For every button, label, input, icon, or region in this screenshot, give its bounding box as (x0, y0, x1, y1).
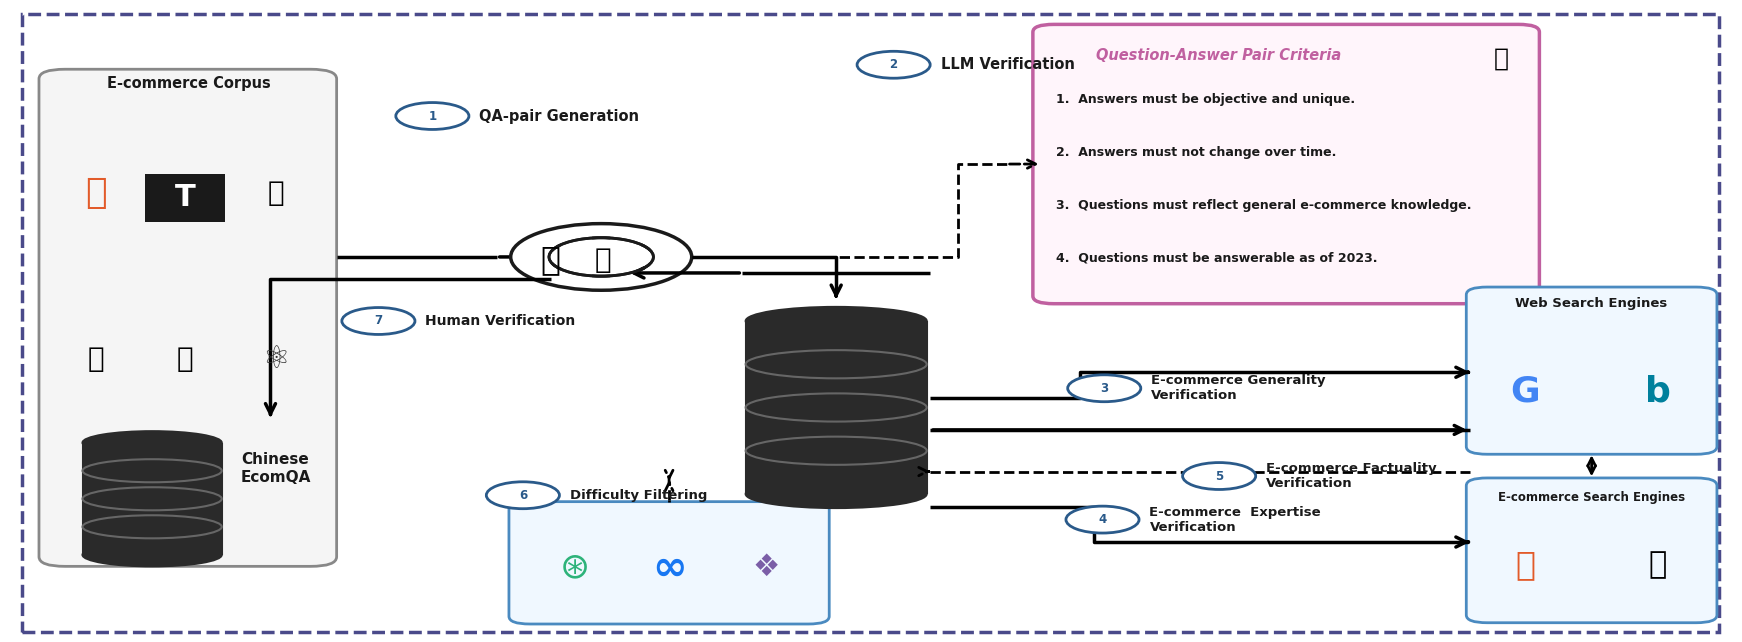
Text: ❖: ❖ (753, 553, 780, 582)
Text: E-commerce Corpus: E-commerce Corpus (106, 76, 270, 91)
Text: T: T (174, 183, 195, 212)
Text: E-commerce  Expertise
Verification: E-commerce Expertise Verification (1150, 506, 1320, 534)
Text: Human Verification: Human Verification (425, 314, 575, 328)
FancyBboxPatch shape (1467, 287, 1718, 455)
Text: 📚: 📚 (178, 345, 193, 374)
Text: ⚛: ⚛ (261, 345, 289, 374)
Circle shape (395, 103, 469, 130)
Text: Difficulty Filtering: Difficulty Filtering (570, 489, 707, 502)
Text: Chinese
EcomQA: Chinese EcomQA (240, 452, 312, 485)
Text: 📖: 📖 (1648, 550, 1667, 579)
Circle shape (341, 308, 415, 334)
Circle shape (857, 51, 930, 78)
Text: 淘: 淘 (1516, 548, 1535, 581)
Ellipse shape (746, 307, 927, 335)
FancyBboxPatch shape (38, 69, 336, 566)
Text: 2: 2 (890, 58, 897, 71)
Text: 📋: 📋 (1493, 46, 1509, 71)
Text: E-commerce Generality
Verification: E-commerce Generality Verification (1151, 374, 1326, 403)
Circle shape (510, 223, 692, 290)
Text: 2.  Answers must not change over time.: 2. Answers must not change over time. (1056, 146, 1336, 159)
Text: E-commerce Search Engines: E-commerce Search Engines (1498, 491, 1685, 505)
Circle shape (1066, 506, 1139, 533)
Text: ∞: ∞ (652, 546, 686, 589)
Text: 淘: 淘 (85, 176, 108, 210)
Text: 🛍: 🛍 (268, 179, 284, 207)
Text: ⊛: ⊛ (559, 551, 591, 585)
FancyBboxPatch shape (82, 443, 221, 555)
Text: 4.  Questions must be answerable as of 2023.: 4. Questions must be answerable as of 20… (1056, 251, 1376, 264)
Text: Web Search Engines: Web Search Engines (1516, 297, 1667, 310)
Text: 7: 7 (375, 315, 383, 327)
Text: 🧑: 🧑 (594, 246, 611, 274)
Text: 1.  Answers must be objective and unique.: 1. Answers must be objective and unique. (1056, 94, 1355, 107)
Text: 6: 6 (519, 489, 528, 502)
FancyBboxPatch shape (1033, 24, 1540, 304)
Text: 3: 3 (1101, 382, 1108, 395)
Text: LLM Verification: LLM Verification (941, 57, 1075, 73)
Text: 4: 4 (1099, 513, 1106, 526)
Text: b: b (1644, 374, 1671, 408)
Text: 👫: 👫 (540, 244, 561, 277)
Text: 3.  Questions must reflect general e-commerce knowledge.: 3. Questions must reflect general e-comm… (1056, 198, 1470, 212)
Circle shape (486, 482, 559, 508)
Text: 1: 1 (429, 110, 437, 123)
Text: 5: 5 (1214, 469, 1223, 483)
Text: 🎧: 🎧 (89, 345, 105, 374)
FancyBboxPatch shape (746, 321, 927, 494)
Circle shape (1183, 463, 1256, 489)
Circle shape (1068, 375, 1141, 402)
Text: Question-Answer Pair Criteria: Question-Answer Pair Criteria (1096, 48, 1341, 63)
Ellipse shape (82, 431, 221, 455)
FancyBboxPatch shape (1467, 478, 1718, 623)
Text: E-commerce Factuality
Verification: E-commerce Factuality Verification (1266, 462, 1437, 490)
Text: G: G (1510, 374, 1540, 408)
Text: QA-pair Generation: QA-pair Generation (479, 108, 639, 123)
FancyBboxPatch shape (509, 501, 829, 624)
Ellipse shape (82, 543, 221, 566)
FancyBboxPatch shape (145, 173, 225, 221)
Ellipse shape (746, 480, 927, 508)
